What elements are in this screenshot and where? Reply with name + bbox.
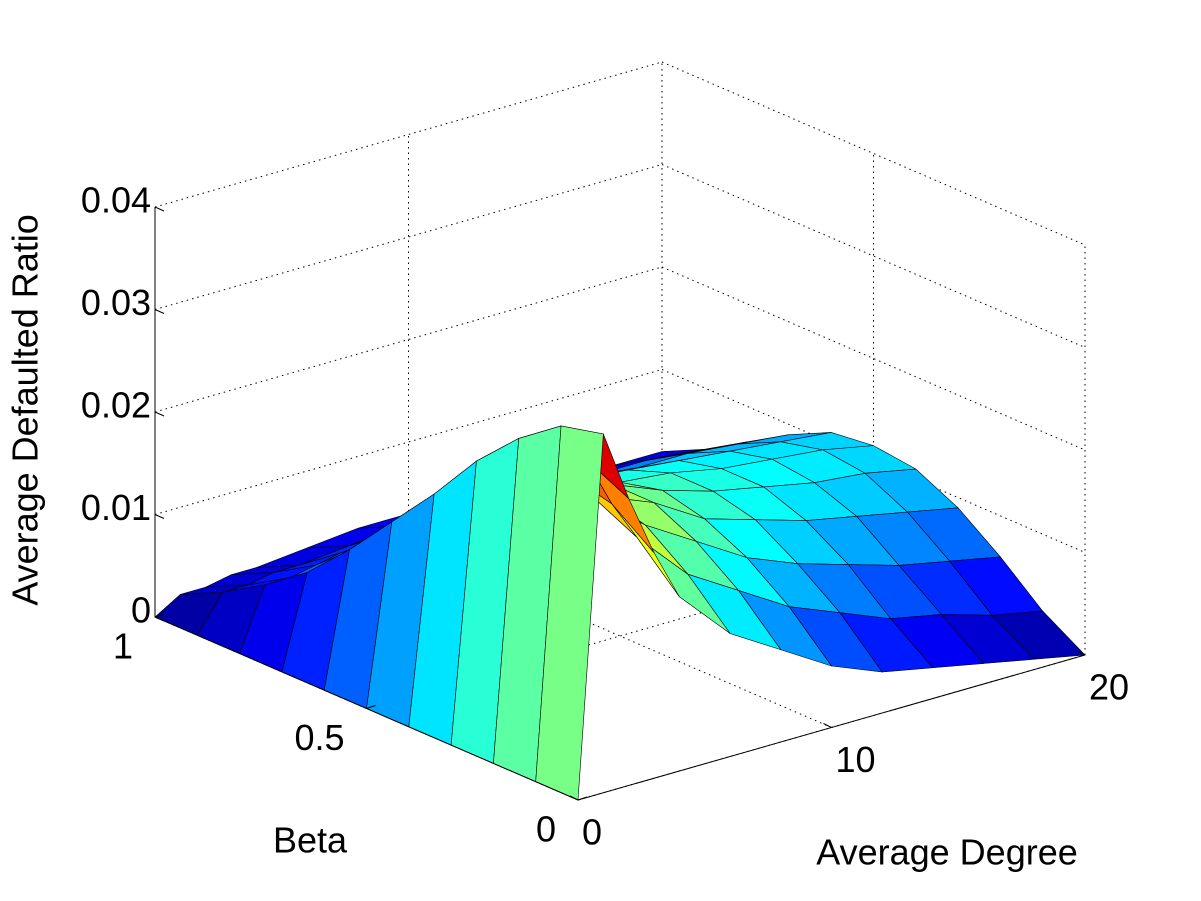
y-axis-title: Beta bbox=[273, 820, 348, 861]
z-tick bbox=[154, 309, 165, 314]
z-tick-label: 0.02 bbox=[81, 385, 151, 426]
y-tick-label: 1 bbox=[113, 626, 133, 667]
x-tick-label: 20 bbox=[1089, 667, 1129, 708]
z-tick-label: 0.01 bbox=[81, 487, 151, 528]
z-tick-label: 0 bbox=[131, 590, 151, 631]
x-tick bbox=[569, 795, 579, 801]
y-tick bbox=[366, 705, 376, 709]
z-tick bbox=[154, 514, 165, 519]
z-axis-title: Average Defaulted Ratio bbox=[5, 214, 46, 606]
x-tick-label: 0 bbox=[582, 812, 602, 853]
y-tick-label: 0 bbox=[536, 809, 556, 850]
y-tick bbox=[154, 613, 165, 618]
x-tick bbox=[823, 723, 832, 728]
z-tick-label: 0.04 bbox=[81, 180, 151, 221]
z-tick bbox=[154, 411, 165, 417]
x-tick-label: 10 bbox=[836, 739, 876, 780]
y-tick bbox=[577, 796, 588, 801]
y-tick-label: 0.5 bbox=[294, 717, 344, 758]
z-tick-label: 0.03 bbox=[81, 282, 151, 323]
z-tick bbox=[154, 616, 165, 622]
z-tick bbox=[154, 206, 165, 212]
x-axis-title: Average Degree bbox=[816, 832, 1078, 873]
surface bbox=[154, 425, 1086, 801]
x-tick bbox=[1076, 650, 1086, 656]
